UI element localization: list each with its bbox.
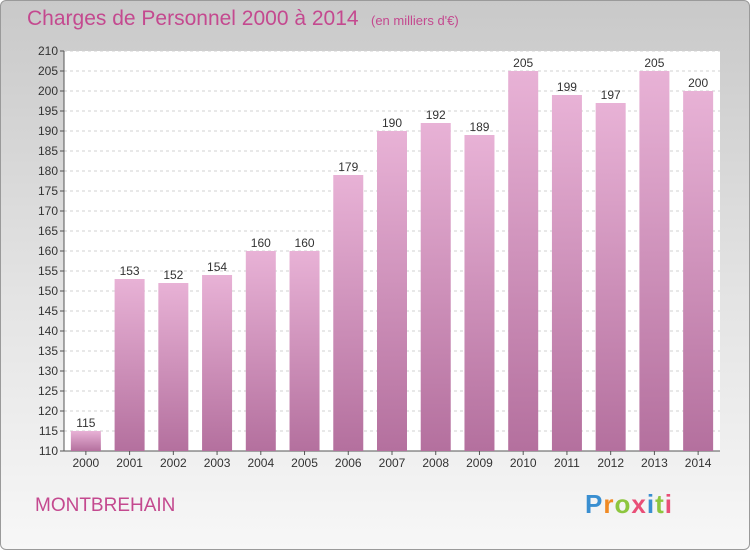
chart-subtitle: (en milliers d'€) <box>371 13 459 28</box>
y-tick-label: 115 <box>39 424 58 438</box>
proxiti-logo: Proxiti <box>585 489 673 519</box>
x-tick-label: 2011 <box>554 456 580 470</box>
x-tick-label: 2004 <box>247 456 274 470</box>
data-label: 205 <box>513 56 533 70</box>
data-label: 160 <box>251 236 271 250</box>
y-tick-label: 185 <box>38 144 58 158</box>
y-tick-label: 145 <box>38 304 58 318</box>
data-label: 192 <box>426 108 446 122</box>
data-label: 153 <box>120 264 140 278</box>
chart-title: Charges de Personnel 2000 à 2014 <box>27 7 359 30</box>
data-label: 197 <box>601 88 621 102</box>
bar <box>245 251 276 451</box>
x-tick-label: 2000 <box>73 456 100 470</box>
x-tick-label: 2012 <box>597 456 624 470</box>
y-tick-label: 125 <box>38 384 58 398</box>
y-tick-label: 205 <box>38 64 58 78</box>
y-tick-label: 195 <box>38 104 58 118</box>
y-tick-label: 150 <box>38 284 58 298</box>
x-tick-label: 2010 <box>510 456 537 470</box>
bar <box>289 251 320 451</box>
y-tick-label: 130 <box>38 364 58 378</box>
data-label: 189 <box>469 120 489 134</box>
y-tick-label: 175 <box>38 184 58 198</box>
x-tick-label: 2014 <box>685 456 712 470</box>
bar <box>595 103 626 451</box>
bar <box>420 123 451 451</box>
x-tick-label: 2005 <box>291 456 318 470</box>
bar <box>70 431 101 451</box>
bar <box>551 95 582 451</box>
data-label: 205 <box>644 56 664 70</box>
y-tick-label: 160 <box>38 244 58 258</box>
y-tick-label: 165 <box>38 224 58 238</box>
y-tick-label: 170 <box>38 204 58 218</box>
bar <box>114 279 145 451</box>
bar <box>639 71 670 451</box>
x-tick-label: 2002 <box>160 456 187 470</box>
data-label: 115 <box>76 416 95 430</box>
y-tick-label: 110 <box>39 444 58 458</box>
data-label: 190 <box>382 116 402 130</box>
commune-name: MONTBREHAIN <box>35 495 176 516</box>
bar <box>377 131 407 451</box>
x-tick-label: 2007 <box>379 456 406 470</box>
y-tick-label: 120 <box>38 404 58 418</box>
bar <box>202 275 233 451</box>
x-tick-label: 2013 <box>641 456 668 470</box>
x-tick-label: 2003 <box>204 456 231 470</box>
data-label: 199 <box>557 80 577 94</box>
bar <box>333 175 364 451</box>
x-tick-label: 2009 <box>466 456 493 470</box>
bar <box>464 135 495 451</box>
y-tick-label: 190 <box>38 124 58 138</box>
y-tick-label: 140 <box>38 324 58 338</box>
bar <box>683 91 714 451</box>
y-tick-label: 200 <box>38 84 58 98</box>
y-tick-label: 155 <box>38 264 58 278</box>
x-tick-label: 2008 <box>422 456 449 470</box>
y-tick-label: 180 <box>38 164 58 178</box>
bar <box>508 71 539 451</box>
bar <box>158 283 189 451</box>
y-tick-label: 210 <box>38 44 58 58</box>
x-tick-label: 2006 <box>335 456 362 470</box>
data-label: 154 <box>207 260 227 274</box>
data-label: 179 <box>338 160 358 174</box>
data-label: 160 <box>295 236 315 250</box>
data-label: 152 <box>163 268 183 282</box>
data-label: 200 <box>688 76 708 90</box>
x-tick-label: 2001 <box>116 456 143 470</box>
y-tick-label: 135 <box>38 344 58 358</box>
